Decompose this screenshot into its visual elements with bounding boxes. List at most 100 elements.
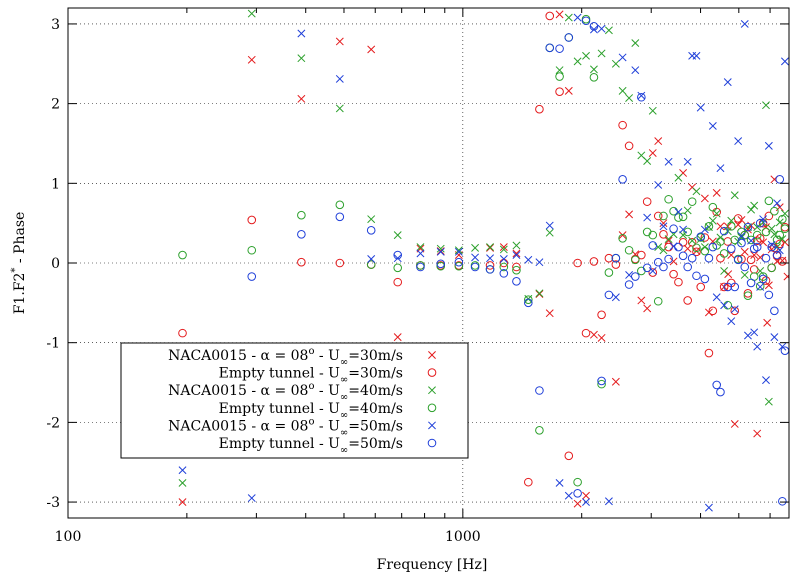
legend-label: NACA0015 - α = 08o - U∞=40m/s [168, 381, 403, 403]
data-point [582, 498, 590, 507]
data-point [747, 205, 756, 214]
legend-marker [427, 403, 437, 413]
legend-label: Empty tunnel - U∞=40m/s [219, 401, 403, 421]
data-point [564, 33, 574, 42]
data-point [499, 245, 508, 254]
data-point [297, 94, 306, 103]
data-point [573, 57, 582, 66]
data-point [719, 249, 729, 258]
data-point [678, 237, 688, 247]
data-point [555, 87, 564, 96]
data-point [335, 258, 345, 268]
y-axis-title-main: F1.F2 [12, 273, 28, 315]
data-point [762, 376, 770, 385]
data-point [780, 57, 789, 66]
data-point [664, 254, 673, 264]
data-point [687, 253, 697, 263]
data-point [764, 196, 774, 206]
data-point [763, 318, 772, 327]
data-point [775, 246, 784, 255]
legend-part-sub: ∞ [340, 427, 348, 438]
legend-part-sub: ∞ [340, 392, 348, 403]
legend-box [120, 342, 469, 459]
data-point [597, 49, 606, 58]
data-point [712, 293, 721, 302]
data-point [696, 235, 705, 244]
legend-part-tail: =50m/s [348, 436, 403, 452]
data-point [582, 51, 590, 60]
data-point [297, 29, 306, 38]
data-point [573, 499, 582, 508]
data-point [555, 478, 564, 487]
data-point [669, 257, 678, 266]
data-point [178, 250, 187, 260]
data-point [708, 306, 718, 316]
data-point [335, 74, 344, 83]
data-point [772, 235, 782, 245]
data-point [393, 254, 402, 263]
data-point [642, 197, 652, 206]
data-point [499, 255, 508, 263]
data-point [247, 272, 257, 281]
data-point [764, 397, 773, 406]
data-point [581, 16, 591, 26]
legend-part-tail: =30m/s [348, 348, 403, 364]
data-point [611, 377, 620, 386]
data-point [366, 260, 376, 269]
data-point [512, 251, 521, 259]
data-point [674, 277, 683, 287]
legend-part-pre: Empty tunnel - U [219, 401, 341, 417]
data-point [704, 222, 714, 231]
data-point [436, 244, 445, 253]
data-point [775, 230, 785, 240]
data-point [687, 197, 697, 206]
data-point [630, 272, 640, 281]
data-point [780, 209, 789, 218]
legend-part-tail: =50m/s [348, 418, 403, 434]
data-point [545, 228, 554, 237]
legend-part-post: - U [314, 418, 340, 434]
series-4 [178, 14, 789, 487]
data-point [611, 293, 620, 302]
data-point [582, 491, 590, 500]
data-point [778, 342, 787, 351]
data-point [625, 94, 634, 103]
data-point [753, 342, 762, 351]
data-point [436, 247, 445, 256]
data-point [416, 262, 425, 272]
data-point [704, 348, 714, 358]
data-point [631, 39, 640, 48]
legend-part-sup: o [308, 381, 314, 392]
data-point [750, 251, 759, 259]
data-point [512, 241, 521, 250]
data-point [733, 214, 743, 223]
data-point [564, 491, 573, 500]
data-point [564, 13, 573, 22]
data-point [436, 259, 446, 269]
data-point [247, 494, 256, 503]
y-tick-label: 3 [51, 17, 60, 33]
data-point [674, 213, 683, 222]
data-point [659, 219, 668, 228]
data-point [416, 243, 425, 252]
data-point [730, 191, 739, 200]
data-point [624, 141, 634, 151]
data-point [611, 260, 621, 269]
data-point [783, 272, 789, 281]
legend-part-tail: =40m/s [348, 401, 403, 417]
data-point [753, 429, 762, 438]
y-axis-title-suffix: - Phase [12, 212, 28, 268]
data-point [773, 199, 782, 208]
data-point [618, 120, 627, 130]
data-point [761, 227, 771, 237]
legend-label: NACA0015 - α = 08o - U∞=50m/s [168, 416, 403, 438]
data-point [581, 328, 591, 338]
data-point [767, 242, 776, 252]
data-point [674, 242, 683, 252]
legend-part-greek: α [261, 383, 271, 399]
data-point [597, 376, 606, 386]
data-point [683, 262, 692, 272]
data-point [720, 267, 729, 275]
data-point [778, 496, 787, 506]
data-point [752, 242, 762, 252]
